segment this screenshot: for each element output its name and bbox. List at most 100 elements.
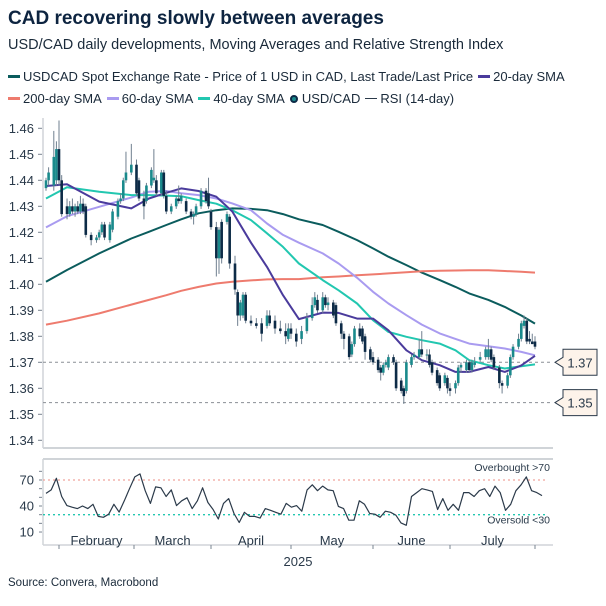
candle-body-up xyxy=(487,349,490,358)
candle-body-down xyxy=(448,388,452,391)
candle-body-up xyxy=(412,354,416,358)
chart-title: CAD recovering slowly between averages xyxy=(8,8,384,29)
candle-body-up xyxy=(511,346,515,358)
candle xyxy=(443,372,447,386)
candle-body-down xyxy=(268,315,271,324)
candle xyxy=(384,359,388,368)
candle xyxy=(489,346,493,363)
candle xyxy=(189,208,193,220)
candle xyxy=(255,318,258,329)
candle xyxy=(142,190,146,220)
candle xyxy=(103,221,106,241)
candle xyxy=(119,193,122,204)
candle xyxy=(350,341,354,358)
candle-body-up xyxy=(52,156,56,186)
candle xyxy=(241,292,245,319)
candle-body-up xyxy=(145,185,148,202)
moving-average-lines xyxy=(45,183,536,373)
price-callout-label: 1.37 xyxy=(567,355,592,370)
candle-body-down xyxy=(435,370,439,384)
rsi-tick-label: 40 xyxy=(20,499,34,514)
candle xyxy=(420,331,424,358)
series-line-20-day-sma xyxy=(45,183,536,373)
candle-body-up xyxy=(97,232,101,238)
x-axis-year-label: 2025 xyxy=(284,554,313,569)
candle xyxy=(65,198,69,220)
candle-body-up xyxy=(353,328,356,345)
candle xyxy=(137,177,141,202)
candle-body-up xyxy=(95,237,98,241)
candle-body-up xyxy=(241,294,245,316)
x-tick-label-june: June xyxy=(397,533,425,548)
candle xyxy=(405,359,408,394)
candle xyxy=(273,315,277,334)
candle-body-down xyxy=(371,357,375,363)
candle-body-down xyxy=(530,341,534,345)
candle xyxy=(130,143,133,176)
candle xyxy=(111,208,114,233)
candle xyxy=(332,299,335,319)
candle-body-up xyxy=(44,180,48,189)
candle xyxy=(300,325,303,345)
candle-body-down xyxy=(361,328,364,342)
candle xyxy=(528,331,531,345)
candle-body-down xyxy=(438,375,442,389)
y-tick-label: 1.42 xyxy=(9,225,34,240)
candle-body-up xyxy=(130,164,133,173)
x-tick-label-may: May xyxy=(320,533,345,548)
candle xyxy=(425,349,429,360)
candle-body-down xyxy=(162,172,166,196)
candle xyxy=(456,364,460,386)
candle xyxy=(448,383,452,397)
candle-body-up xyxy=(55,149,58,181)
candle xyxy=(162,169,166,199)
candle xyxy=(284,323,287,345)
rsi-tick-label: 70 xyxy=(20,473,34,488)
legend-row-2: 200-day SMA 60-day SMA 40-day SMA USD/CA… xyxy=(8,91,459,106)
y-tick-label: 1.46 xyxy=(9,121,34,136)
candle xyxy=(316,294,319,313)
candle xyxy=(369,346,372,363)
candle xyxy=(358,323,362,339)
candle xyxy=(289,323,293,339)
candle xyxy=(179,193,183,204)
candle-body-down xyxy=(399,380,403,391)
candle xyxy=(220,219,223,264)
candle xyxy=(347,333,351,360)
candle-body-up xyxy=(179,195,183,202)
candle-body-down xyxy=(316,299,319,311)
legend-row-1: USDCAD Spot Exchange Rate - Price of 1 U… xyxy=(8,69,570,84)
candle xyxy=(44,177,48,191)
candle xyxy=(279,320,282,334)
candle xyxy=(511,344,515,360)
candle xyxy=(152,149,156,183)
candle xyxy=(97,229,101,241)
candle xyxy=(467,359,471,373)
candle xyxy=(310,297,314,321)
candle-body-down xyxy=(528,338,531,342)
candle xyxy=(84,203,88,238)
candle xyxy=(47,167,50,186)
candle xyxy=(371,351,375,365)
candle xyxy=(184,198,188,215)
candle-body-up xyxy=(454,383,457,389)
rsi-panel: 70 40 10 Overbought >70 Oversold <30 xyxy=(20,458,553,546)
candle xyxy=(492,354,496,371)
candle-body-down xyxy=(228,216,231,264)
candle-body-down xyxy=(376,359,380,371)
candle xyxy=(124,151,128,183)
legend-swatch xyxy=(8,75,20,78)
y-tick-label: 1.37 xyxy=(9,355,34,370)
candle xyxy=(387,354,390,371)
candle-body-up xyxy=(47,172,50,181)
candle-body-down xyxy=(249,320,253,324)
rsi-tick-label: 10 xyxy=(20,525,34,540)
candle-body-down xyxy=(525,320,529,342)
candle xyxy=(145,182,148,204)
candle-body-up xyxy=(300,331,303,339)
candle-body-down xyxy=(71,206,74,212)
candle-body-down xyxy=(244,294,247,321)
candle-body-down xyxy=(332,302,335,316)
candle-body-up xyxy=(73,206,77,212)
price-callouts: 1.37 1.35 xyxy=(554,348,598,417)
